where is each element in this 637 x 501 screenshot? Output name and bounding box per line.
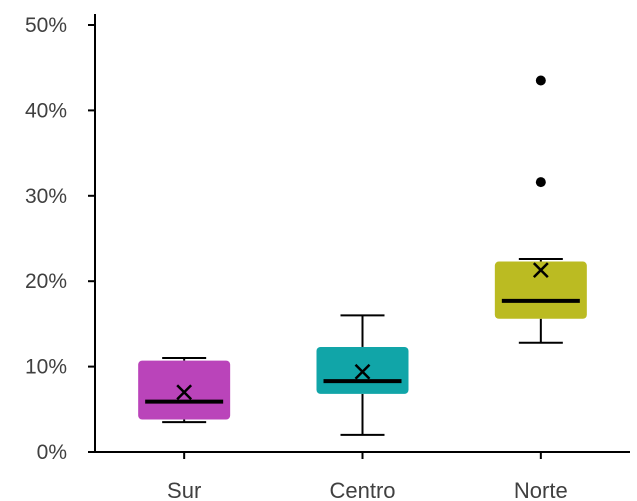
mean-marker xyxy=(176,384,193,401)
y-axis: 0% 10% 20% 30% 40% 50% xyxy=(25,14,96,464)
mean-marker-stroke xyxy=(176,384,193,401)
box-centro xyxy=(316,314,409,436)
mean-marker xyxy=(532,262,549,278)
box-sur xyxy=(138,357,231,424)
box-series xyxy=(138,75,587,436)
y-tick-label: 20% xyxy=(25,270,67,293)
x-category-label: Sur xyxy=(167,478,201,501)
outlier-point xyxy=(535,177,546,188)
x-category-label: Centro xyxy=(329,478,395,501)
y-tick-label: 30% xyxy=(25,185,67,208)
x-category-label: Norte xyxy=(514,478,568,501)
y-tick-label: 10% xyxy=(25,356,67,379)
y-tick-label: 0% xyxy=(37,441,67,464)
mean-marker xyxy=(354,363,371,380)
mean-marker-stroke xyxy=(532,262,549,278)
box-iqr xyxy=(494,261,587,319)
x-axis: Sur Centro Norte xyxy=(95,451,630,501)
box-norte xyxy=(494,75,587,344)
outlier-point xyxy=(535,75,546,86)
y-tick-label: 40% xyxy=(25,99,67,122)
mean-marker-stroke xyxy=(354,363,371,380)
y-tick-label: 50% xyxy=(25,14,67,37)
box-iqr xyxy=(138,360,231,420)
